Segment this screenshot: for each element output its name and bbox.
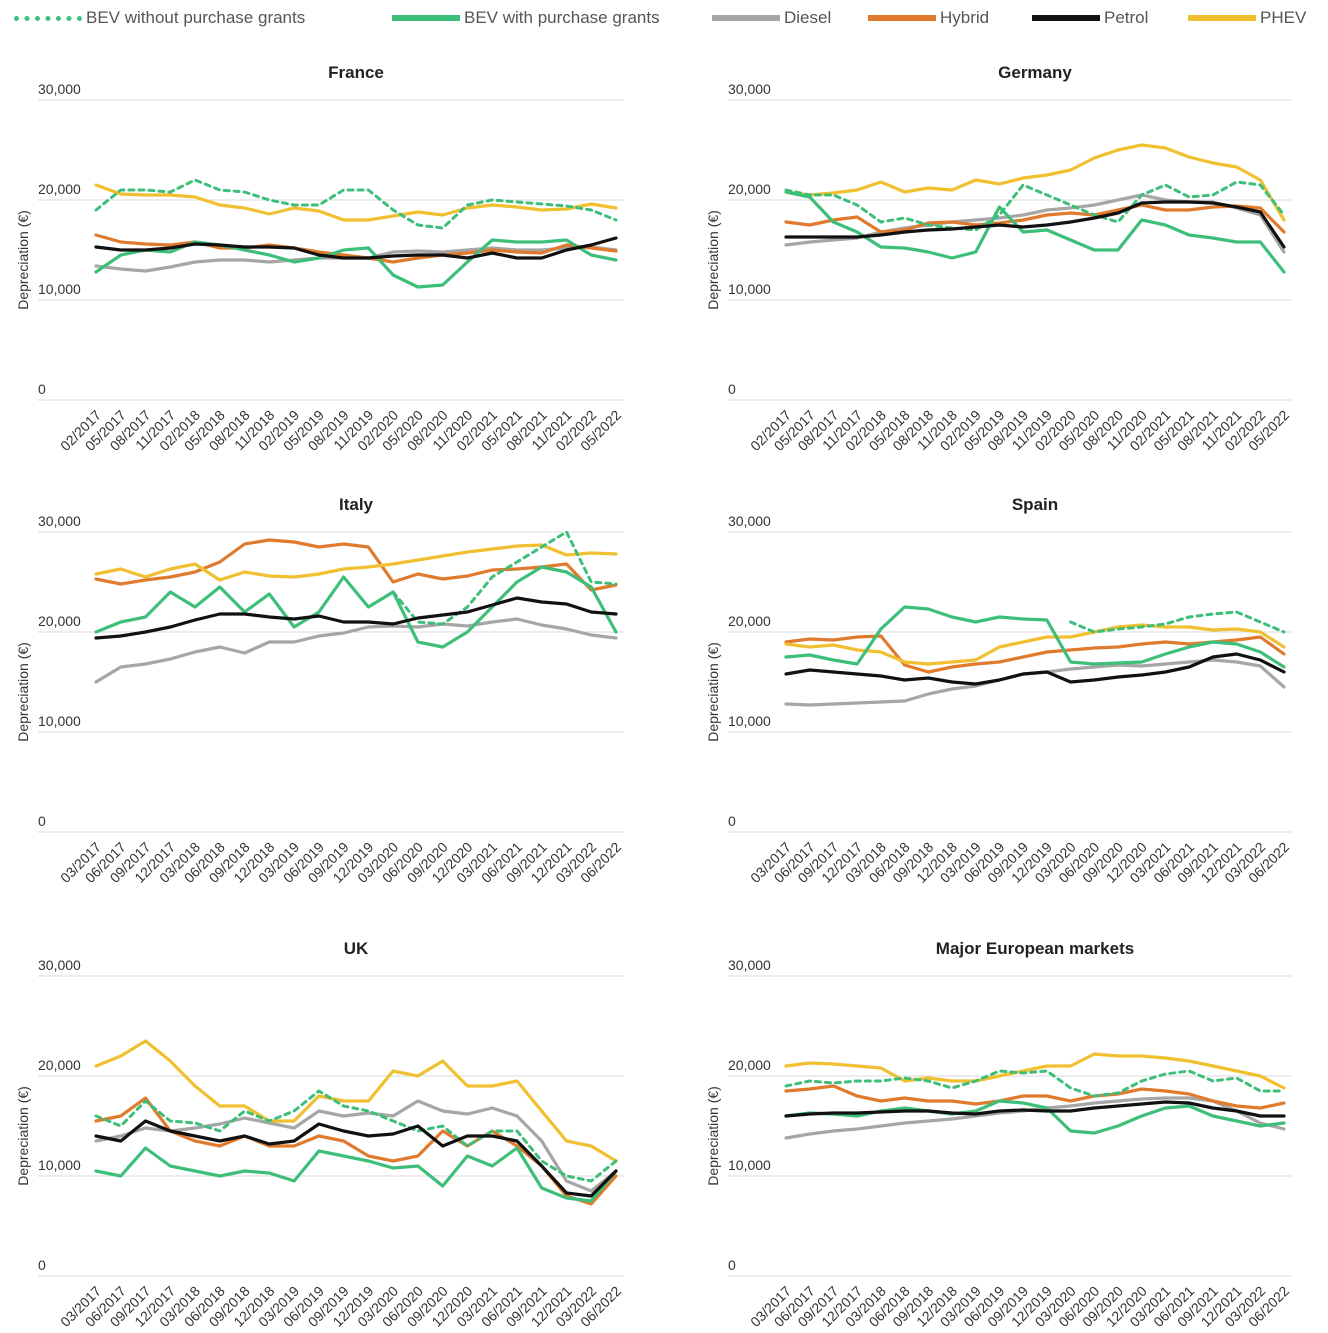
y-tick-label: 30,000 — [728, 513, 771, 529]
chart-title: Italy — [339, 495, 374, 514]
chart-title: Spain — [1012, 495, 1058, 514]
series-line-petrol — [94, 236, 618, 260]
legend-item-diesel: Diesel — [712, 6, 831, 30]
y-axis-label: Depreciation (€) — [15, 210, 31, 310]
y-tick-label: 20,000 — [728, 1057, 771, 1073]
series-line-bev-without-purchase-grants — [784, 1069, 1286, 1098]
chart-title: France — [328, 63, 384, 82]
series-line-bev-without-purchase-grants — [784, 180, 1286, 232]
legend-item-petrol: Petrol — [1032, 6, 1148, 30]
legend-swatch-bev-with-grants — [392, 15, 460, 21]
y-tick-label: 10,000 — [728, 281, 771, 297]
series-line-diesel — [94, 617, 618, 684]
y-tick-label: 20,000 — [38, 181, 81, 197]
series-line-phev — [94, 1039, 618, 1163]
series-line-phev — [784, 623, 1286, 666]
series-line-phev — [94, 543, 618, 582]
legend-label: Diesel — [784, 8, 832, 27]
series-line-petrol — [784, 200, 1286, 249]
y-tick-label: 0 — [38, 813, 46, 829]
legend-swatch-bev-without-grants — [14, 15, 82, 21]
legend-label: BEV with purchase grants — [464, 8, 660, 27]
chart-france-svg: France 0 10,000 20,000 30,000 Depreciation (€… — [15, 63, 624, 454]
series-line-petrol — [784, 1100, 1286, 1118]
series-line-phev — [94, 183, 618, 222]
chart-germany-svg: Germany 0 10,000 20,000 30,000 Depreciation (… — [705, 63, 1292, 454]
y-tick-label: 0 — [728, 1257, 736, 1273]
chart-title: Germany — [998, 63, 1072, 82]
series-line-bev-without-purchase-grants — [391, 530, 618, 626]
series-line-bev-with-purchase-grants — [784, 190, 1286, 274]
y-axis-label: Depreciation (€) — [15, 642, 31, 742]
series-line-phev — [784, 1052, 1286, 1090]
y-tick-label: 20,000 — [728, 613, 771, 629]
y-axis-label: Depreciation (€) — [705, 210, 721, 310]
y-axis-label: Depreciation (€) — [705, 1086, 721, 1186]
y-tick-label: 0 — [728, 381, 736, 397]
y-tick-label: 0 — [38, 1257, 46, 1273]
y-tick-label: 10,000 — [728, 1157, 771, 1173]
y-axis-label: Depreciation (€) — [15, 1086, 31, 1186]
y-tick-label: 30,000 — [728, 957, 771, 973]
legend-item-phev: PHEV — [1188, 6, 1306, 30]
legend-swatch-diesel — [712, 15, 780, 21]
legend-swatch-phev — [1188, 15, 1256, 21]
y-tick-label: 10,000 — [38, 1157, 81, 1173]
legend-swatch-petrol — [1032, 15, 1100, 21]
y-tick-label: 10,000 — [38, 713, 81, 729]
chart-spain: Spain 0 10,000 20,000 30,000 Depreciation (€)… — [690, 488, 1328, 908]
legend-item-hybrid: Hybrid — [868, 6, 989, 30]
y-tick-label: 10,000 — [728, 713, 771, 729]
series-line-hybrid — [94, 1096, 618, 1206]
chart-italy-svg: Italy 0 10,000 20,000 30,000 Depreciation (€)… — [15, 495, 624, 886]
y-axis-label: Depreciation (€) — [705, 642, 721, 742]
legend-label: Petrol — [1104, 8, 1149, 27]
legend-item-bev-with-grants: BEV with purchase grants — [392, 6, 660, 30]
legend-label: BEV without purchase grants — [86, 8, 306, 27]
series-line-hybrid — [784, 203, 1286, 234]
series-line-diesel — [784, 658, 1286, 707]
chart-title: Major European markets — [936, 939, 1134, 958]
chart-italy: Italy 0 10,000 20,000 30,000 Depreciation (€)… — [0, 488, 660, 908]
y-tick-label: 20,000 — [38, 1057, 81, 1073]
y-tick-label: 10,000 — [38, 281, 81, 297]
y-tick-label: 20,000 — [728, 181, 771, 197]
y-tick-label: 0 — [38, 381, 46, 397]
chart-spain-svg: Spain 0 10,000 20,000 30,000 Depreciation (€)… — [705, 495, 1292, 886]
series-line-hybrid — [94, 538, 618, 592]
chart-uk: UK 0 10,000 20,000 30,000 Depreciation (€) 03/… — [0, 932, 660, 1332]
series-line-diesel — [94, 1099, 618, 1193]
series-line-petrol — [784, 652, 1286, 686]
y-tick-label: 20,000 — [38, 613, 81, 629]
chart-title: UK — [344, 939, 369, 958]
legend-label: Hybrid — [940, 8, 990, 27]
y-tick-label: 30,000 — [38, 513, 81, 529]
chart-germany: Germany 0 10,000 20,000 30,000 Depreciation (… — [690, 56, 1328, 476]
series-line-bev-without-purchase-grants — [94, 178, 618, 230]
series-line-bev-with-purchase-grants — [94, 565, 618, 649]
series-line-hybrid — [784, 1084, 1286, 1110]
chart-major-european-markets-svg: Major European markets 0 10,000 20,000 30,00… — [705, 939, 1292, 1330]
series-line-phev — [784, 143, 1286, 222]
y-tick-label: 0 — [728, 813, 736, 829]
series-line-bev-with-purchase-grants — [94, 1146, 618, 1203]
legend-swatch-hybrid — [868, 15, 936, 21]
series-line-petrol — [94, 596, 618, 640]
chart-france: France 0 10,000 20,000 30,000 Depreciation (€… — [0, 56, 660, 476]
legend-item-bev-without-grants: BEV without purchase grants — [14, 6, 305, 30]
series-line-bev-without-purchase-grants — [94, 1089, 618, 1183]
chart-legend: BEV without purchase grants BEV with pur… — [0, 0, 1328, 36]
chart-major-european-markets: Major European markets 0 10,000 20,000 30,00… — [690, 932, 1328, 1332]
y-tick-label: 30,000 — [38, 81, 81, 97]
y-tick-label: 30,000 — [728, 81, 771, 97]
legend-label: PHEV — [1260, 8, 1307, 27]
series-line-bev-without-purchase-grants — [1069, 610, 1286, 634]
y-tick-label: 30,000 — [38, 957, 81, 973]
series-line-petrol — [94, 1119, 618, 1198]
series-line-bev-with-purchase-grants — [784, 605, 1286, 669]
